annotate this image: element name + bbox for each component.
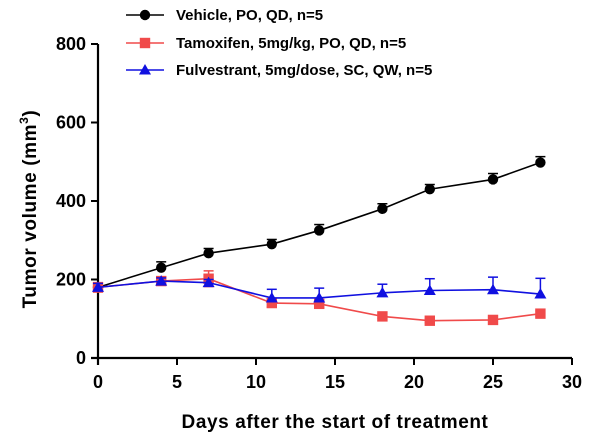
- data-point: [155, 275, 168, 286]
- legend-item: Tamoxifen, 5mg/kg, PO, QD, n=5: [126, 35, 406, 52]
- data-point: [487, 314, 499, 326]
- series-layer: [92, 155, 547, 326]
- legend-label: Tamoxifen, 5mg/kg, PO, QD, n=5: [176, 35, 406, 52]
- x-tick-label: 25: [483, 372, 503, 392]
- data-point: [202, 276, 215, 288]
- data-point: [314, 225, 325, 236]
- legend-marker: [139, 37, 151, 49]
- y-tick-label: 400: [56, 191, 86, 211]
- data-point: [487, 174, 499, 185]
- data-point: [203, 248, 214, 259]
- data-point: [424, 184, 435, 195]
- data-point: [534, 288, 547, 299]
- y-tick-label: 0: [76, 348, 86, 368]
- data-point: [266, 238, 277, 250]
- x-tick-label: 15: [325, 372, 345, 392]
- series-triangle: [92, 275, 547, 303]
- x-ticks: 0 5 10 15 20 25 30: [93, 358, 582, 392]
- y-tick-label: 600: [56, 113, 86, 133]
- x-tick-label: 10: [246, 372, 266, 392]
- data-point: [156, 262, 167, 273]
- y-axis-title-superscript: 3: [17, 117, 31, 124]
- y-axis-title-main: Tumor volume (mm: [20, 124, 41, 309]
- x-tick-label: 30: [562, 372, 582, 392]
- y-axis-title-close: ): [20, 110, 41, 117]
- x-axis-title: Days after the start of treatment: [182, 412, 489, 433]
- data-point: [535, 157, 546, 168]
- data-point: [313, 291, 326, 303]
- data-point: [424, 315, 435, 326]
- x-tick-label: 5: [172, 372, 182, 392]
- legend-item: Vehicle, PO, QD, n=5: [126, 7, 323, 24]
- data-point: [487, 283, 499, 295]
- legend-marker: [139, 9, 151, 21]
- data-point: [266, 297, 277, 309]
- legend-item: Fulvestrant, 5mg/dose, SC, QW, n=5: [126, 62, 432, 79]
- data-point: [265, 291, 278, 303]
- legend-marker: [139, 64, 151, 75]
- y-tick-label: 200: [56, 270, 86, 290]
- data-point: [377, 203, 388, 215]
- x-tick-label: 20: [404, 372, 424, 392]
- series-circle: [92, 155, 546, 293]
- legend: Vehicle, PO, QD, n=5 Tamoxifen, 5mg/kg, P…: [126, 7, 432, 79]
- y-ticks: 0 200 400 600 800: [56, 34, 98, 368]
- data-point: [423, 284, 436, 295]
- legend-label: Vehicle, PO, QD, n=5: [176, 7, 323, 24]
- data-point: [314, 298, 325, 310]
- y-axis-title: Tumor volume (mm3): [17, 110, 41, 309]
- axes: [91, 44, 572, 365]
- x-tick-label: 0: [93, 372, 103, 392]
- data-point: [377, 311, 388, 322]
- y-tick-label: 800: [56, 34, 86, 54]
- data-point: [92, 281, 104, 292]
- legend-label: Fulvestrant, 5mg/dose, SC, QW, n=5: [176, 62, 432, 79]
- data-point: [376, 286, 389, 298]
- data-point: [535, 308, 546, 319]
